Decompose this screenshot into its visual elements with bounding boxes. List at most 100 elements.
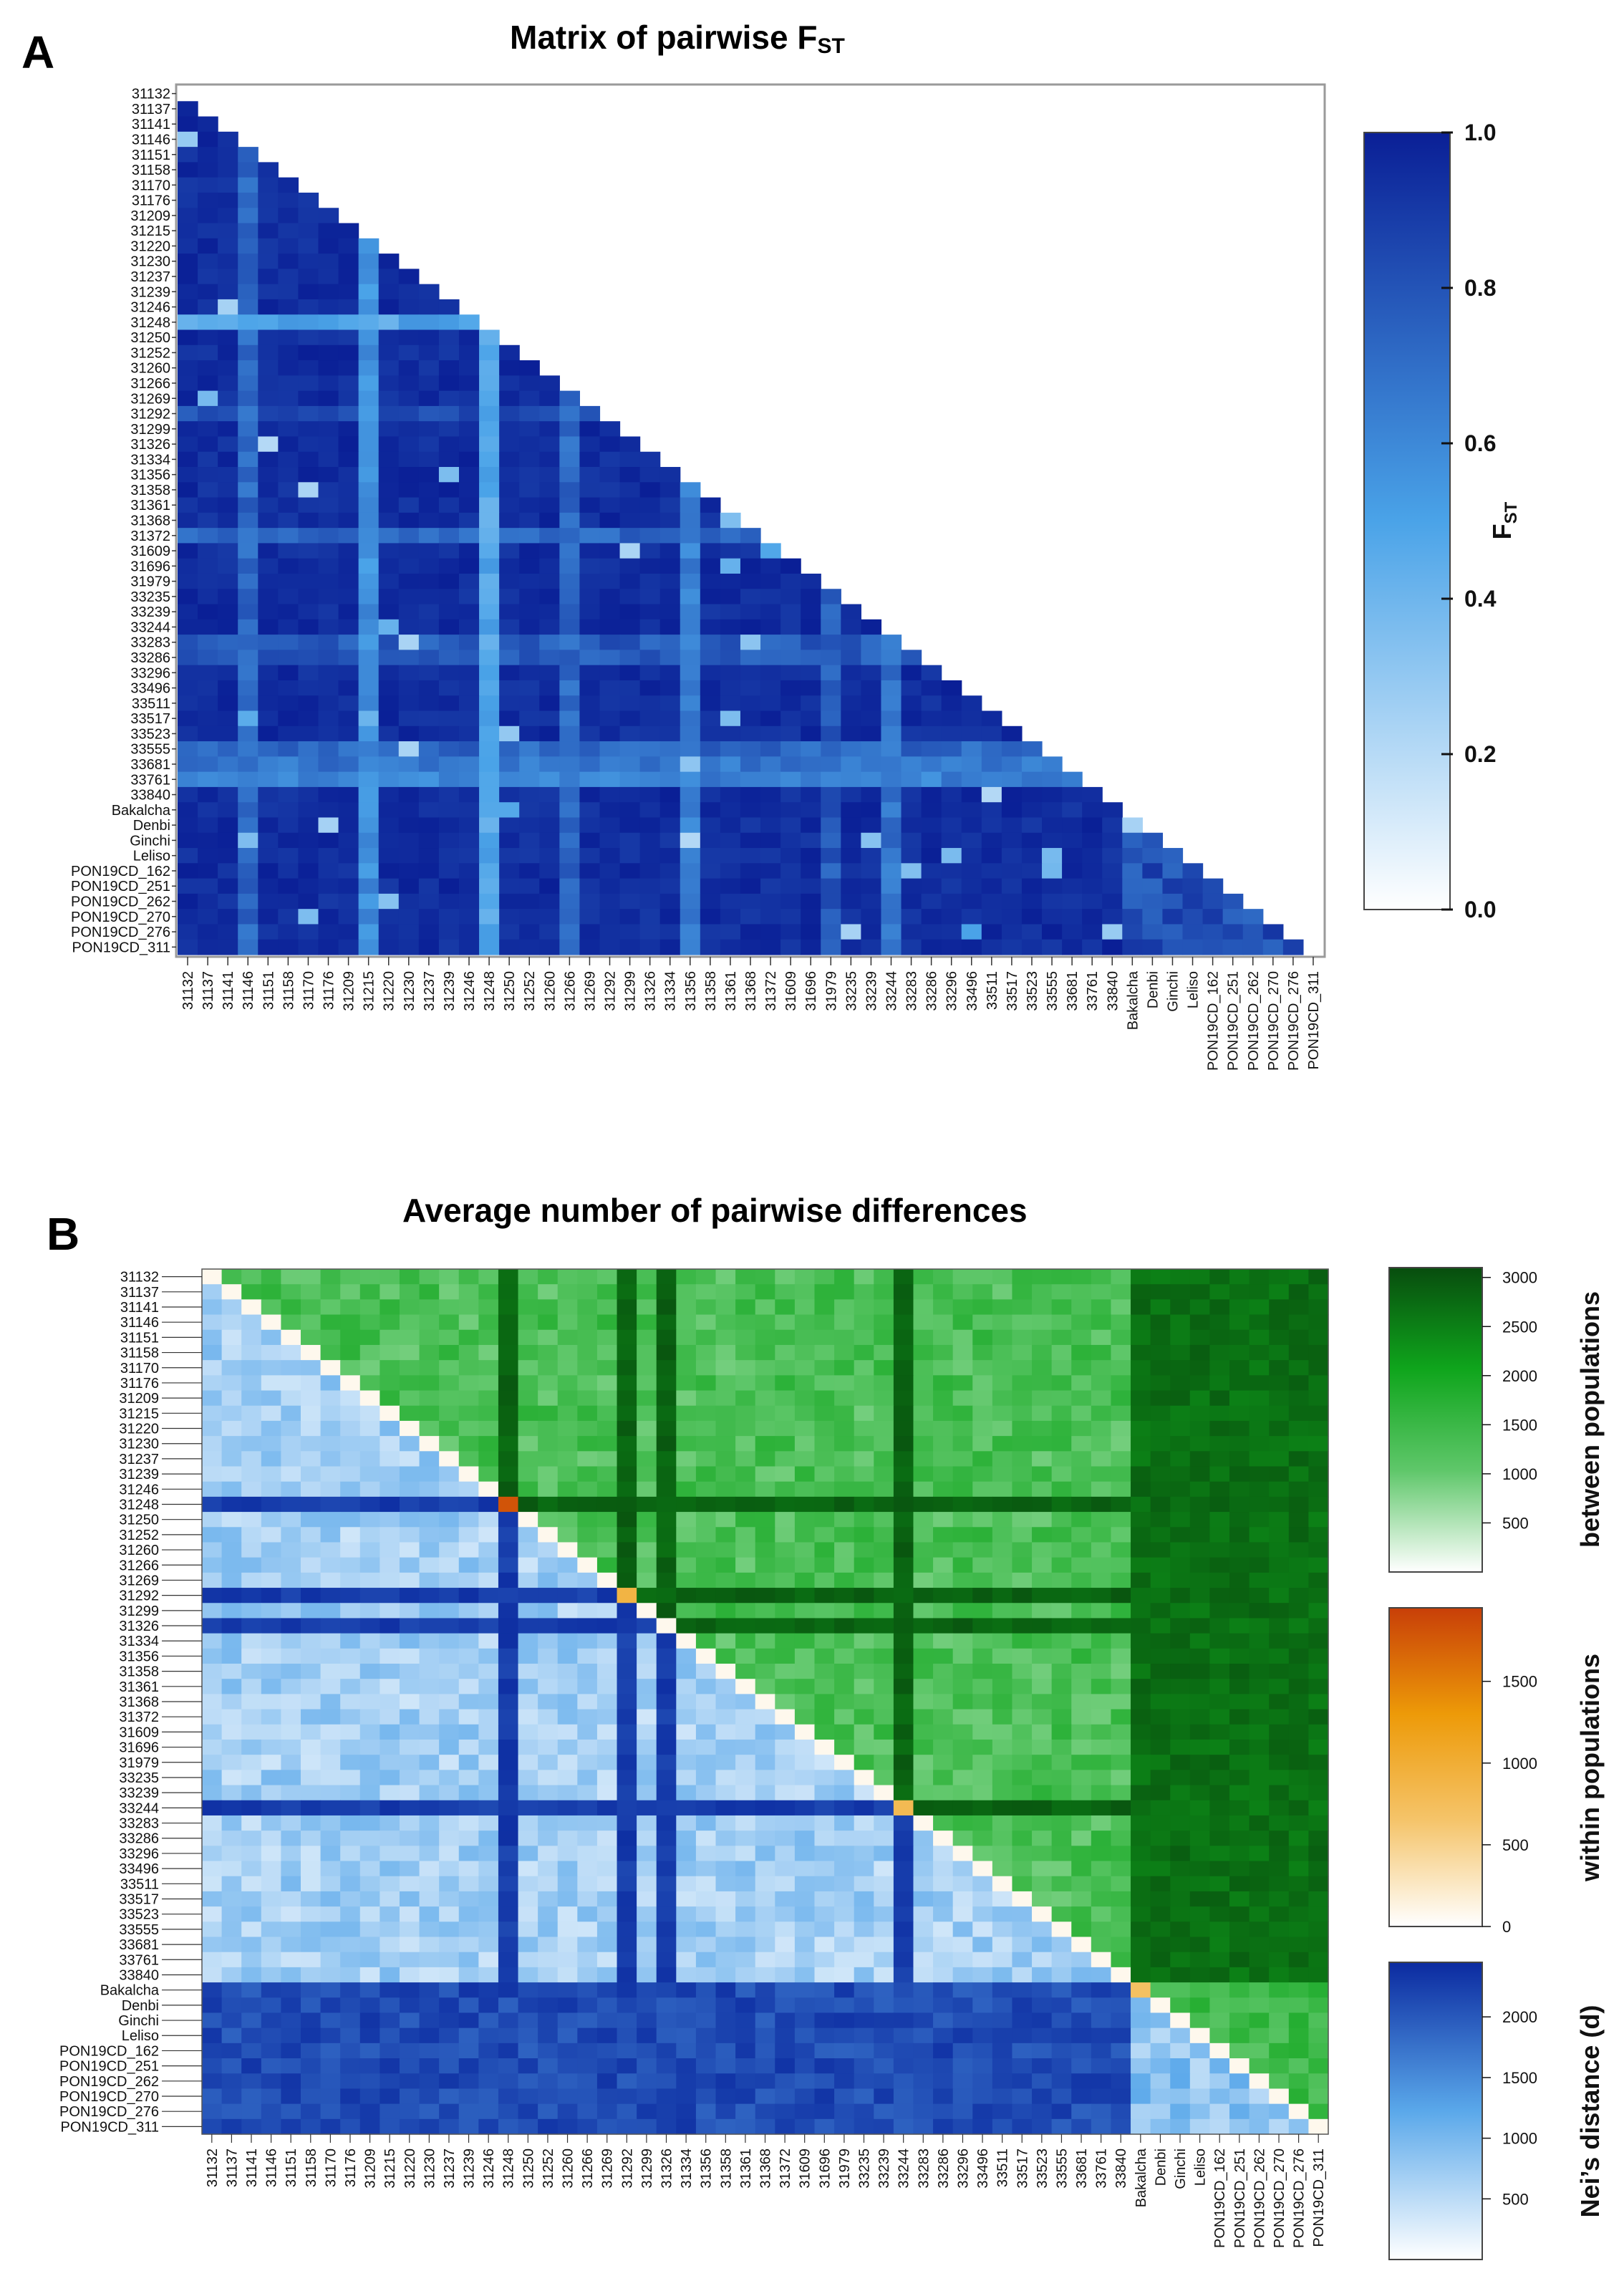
diff-cell-31260-31230 — [419, 1542, 440, 1558]
diff-cell-31372-pon19cd-276 — [1288, 1709, 1310, 1725]
fst-cell-31252-31237 — [418, 344, 440, 361]
fst-cell-31266-31220 — [378, 375, 400, 392]
diff-cell-33555-31209 — [359, 1921, 380, 1938]
diff-cell-31334-33235 — [854, 1633, 874, 1649]
fst-cell-31299-31209 — [338, 421, 359, 438]
fst-cell-31368-31146 — [238, 512, 258, 529]
fst-cell-pon19cd-311-31979 — [821, 939, 841, 955]
diff-cell-31368-33761 — [1091, 1694, 1112, 1710]
diff-cell-31979-31220 — [399, 1755, 420, 1770]
diff-cell-33523-33235 — [854, 1906, 874, 1922]
diff-cell-33840-31368 — [755, 1967, 775, 1983]
diff-cell-31170-31334 — [676, 1360, 697, 1376]
fst-cell-31361-31252 — [519, 497, 540, 513]
diff-cell-31269-31299 — [637, 1572, 657, 1588]
diff-cell-31248-31170 — [320, 1496, 341, 1513]
diff-cell-31141-31979 — [834, 1299, 855, 1316]
fst-cell-33296-31266 — [559, 665, 581, 681]
diff-cell-31137-31358 — [715, 1284, 736, 1300]
diff-cell-33296-33244 — [893, 1846, 914, 1862]
diff-cell-31141-31146 — [261, 1299, 281, 1316]
diff-cell-33496-bakalcha — [1131, 1861, 1151, 1877]
diff-cell-33296-leliso — [1189, 1846, 1211, 1862]
diff-cell-31230-31158 — [300, 1436, 322, 1452]
diff-cell-33840-denbi — [1150, 1967, 1171, 1983]
fst-cell-31248-31215 — [358, 314, 380, 331]
fst-cell-pon19cd-162-31137 — [198, 863, 218, 879]
fst-cell-33761-31299 — [619, 771, 641, 788]
diff-cell-31237-31146 — [261, 1451, 281, 1467]
diff-cell-31248-31151 — [281, 1496, 301, 1513]
diff-cell-31209-31215 — [380, 1390, 400, 1407]
diff-cell-33244-31230 — [419, 1800, 440, 1816]
diff-cell-31292-31146 — [261, 1588, 281, 1604]
diff-cell-31141-33523 — [1032, 1299, 1053, 1316]
diff-cell-31372-leliso — [1189, 1709, 1211, 1725]
diff-cell-31137-31170 — [320, 1284, 341, 1300]
diff-cell-31299-33283 — [913, 1603, 934, 1619]
fst-cell-31356-31237 — [418, 467, 440, 483]
diff-cell-31250-31250 — [518, 1512, 538, 1528]
diff-cell-31137-31215 — [380, 1284, 400, 1300]
fst-cell-33517-31269 — [579, 710, 601, 727]
diff-cell-33239-33283 — [913, 1785, 934, 1801]
diff-cell-31696-31368 — [755, 1739, 775, 1755]
diff-cell-33517-pon19cd-270 — [1269, 1891, 1290, 1907]
fst-cell-31292-31151 — [258, 405, 279, 422]
diff-cell-33681-31372 — [775, 1937, 796, 1953]
diff-cell-31176-31292 — [617, 1375, 637, 1392]
fst-cell-33840-31132 — [178, 786, 198, 803]
diff-cell-leliso-31609 — [794, 2027, 816, 2044]
diff-cell-31220-31248 — [498, 1420, 519, 1437]
diff-cell-33286-31176 — [340, 1831, 361, 1846]
fst-cell-ginchi-31220 — [378, 832, 400, 849]
diff-cell-31326-pon19cd-311 — [1308, 1618, 1329, 1634]
diff-cell-31230-31220 — [399, 1436, 420, 1452]
diff-cell-31246-pon19cd-251 — [1229, 1481, 1250, 1498]
diff-cell-31334-31358 — [715, 1633, 736, 1649]
diff-cell-31141-pon19cd-251 — [1229, 1299, 1250, 1316]
diff-cell-31246-31141 — [241, 1481, 262, 1498]
diff-cell-31609-31252 — [538, 1724, 559, 1740]
diff-cell-31158-33681 — [1071, 1344, 1092, 1361]
diff-cell-31252-31269 — [596, 1527, 618, 1543]
fst-cell-33523-31237 — [418, 725, 440, 742]
diff-cell-31292-31372 — [775, 1588, 796, 1604]
diff-cell-31372-31358 — [715, 1709, 736, 1725]
diff-cell-31361-31170 — [320, 1679, 341, 1695]
fst-cell-33244-31230 — [398, 619, 420, 635]
fst-cell-33511-33244 — [881, 695, 902, 712]
fst-cell-denbi-31230 — [398, 817, 420, 834]
fst-cell-33761-31266 — [559, 771, 581, 788]
diff-cell-ginchi-33239 — [874, 2012, 894, 2029]
fst-cell-31361-31215 — [358, 497, 380, 513]
fst-cell-33296-33239 — [861, 665, 882, 681]
fst-cell-31260-31237 — [418, 360, 440, 376]
fst-cell-31151-31132 — [178, 147, 198, 163]
diff-cell-31609-33681 — [1071, 1724, 1092, 1740]
fst-cell-33235-31246 — [458, 589, 480, 605]
diff-cell-31132-pon19cd-276 — [1288, 1269, 1310, 1285]
fst-cell-leliso-31252 — [519, 848, 540, 864]
diff-cell-31269-31292 — [617, 1572, 637, 1588]
diff-cell-31979-ginchi — [1170, 1755, 1191, 1770]
diff-cell-31215-31269 — [596, 1405, 618, 1422]
diff-cell-pon19cd-262-31252 — [538, 2073, 559, 2090]
fst-cell-33283-31246 — [458, 635, 480, 650]
diff-cell-31368-31220 — [399, 1694, 420, 1710]
diff-cell-31209-33496 — [972, 1390, 993, 1407]
diff-cell-31176-31250 — [518, 1375, 538, 1392]
diff-cell-31237-31215 — [380, 1451, 400, 1467]
diff-cell-denbi-33681 — [1071, 1997, 1092, 2014]
diff-cell-31368-pon19cd-270 — [1269, 1694, 1290, 1710]
diff-cell-pon19cd-162-33523 — [1032, 2043, 1053, 2059]
diff-cell-ginchi-31372 — [775, 2012, 796, 2029]
fst-cell-33517-31176 — [318, 710, 339, 727]
diff-cell-pon19cd-270-31250 — [518, 2088, 538, 2105]
diff-cell-31368-31250 — [518, 1694, 538, 1710]
fst-cell-pon19cd-270-31158 — [278, 909, 299, 925]
diff-cell-31248-pon19cd-270 — [1269, 1496, 1290, 1513]
diff-cell-31266-31239 — [458, 1557, 479, 1573]
diff-cell-31299-33235 — [854, 1603, 874, 1619]
diff-cell-31137-31176 — [340, 1284, 361, 1300]
